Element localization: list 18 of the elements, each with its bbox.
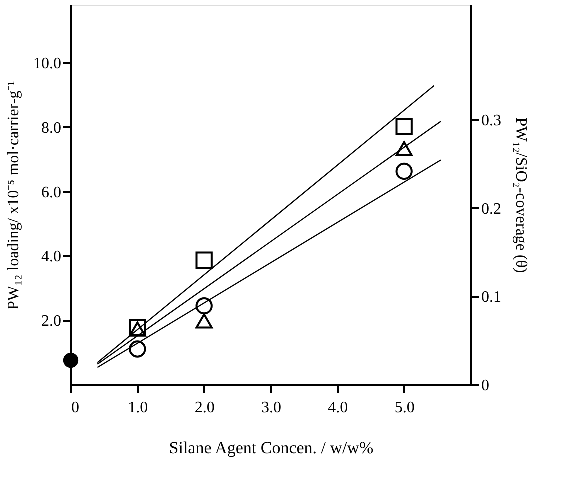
y2-tick-label: 0.2 bbox=[482, 200, 502, 218]
x-tick-label: 5.0 bbox=[394, 400, 415, 416]
y2-tick-label: 0.3 bbox=[482, 112, 502, 130]
y-tick-label: 4.0 bbox=[42, 248, 62, 266]
x-axis-title: Silane Agent Concen. / w/w% bbox=[169, 438, 374, 458]
y-tick-label: 10.0 bbox=[34, 55, 62, 72]
x-tick-label: 2.0 bbox=[194, 400, 215, 416]
x-tick-label: 3.0 bbox=[262, 400, 282, 416]
y-axis-title: PW₁₂ loading/ x10⁻⁵ mol·carrier-g⁻¹ bbox=[6, 80, 22, 310]
y-tick-label: 8.0 bbox=[42, 120, 62, 137]
y2-axis-title: PW₁₂/SiO₂-coverage (θ) bbox=[512, 118, 530, 274]
x-tick-label: 1.0 bbox=[128, 400, 148, 416]
x-tick-label: 0 bbox=[72, 400, 80, 416]
y2-tick-label: 0.1 bbox=[482, 289, 502, 306]
y-tick-label: 6.0 bbox=[42, 184, 62, 202]
y-tick-label: 2.0 bbox=[42, 313, 62, 330]
x-tick-label: 4.0 bbox=[328, 400, 348, 416]
y2-tick-label: 0 bbox=[482, 378, 490, 394]
